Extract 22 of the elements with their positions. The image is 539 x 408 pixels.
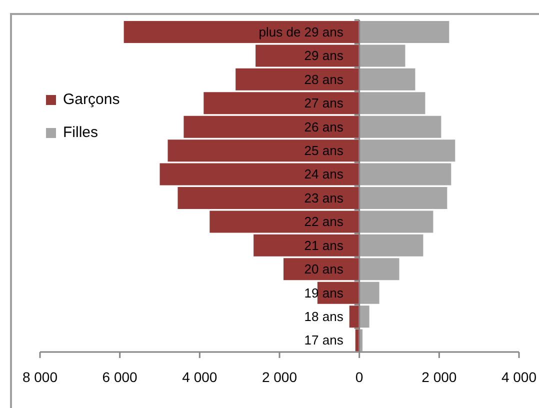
x-tick-label: 2 000 xyxy=(422,368,457,385)
x-tick-label: 4 000 xyxy=(182,368,218,385)
y-tick-label: 29 ans xyxy=(304,48,344,64)
y-tick-label: 23 ans xyxy=(304,190,344,206)
y-tick-label: 17 ans xyxy=(304,332,344,348)
y-tick-label: 27 ans xyxy=(304,96,344,111)
x-tick-label: 0 xyxy=(355,368,364,385)
y-tick-label: plus de 29 ans xyxy=(258,24,344,40)
y-tick-label: 20 ans xyxy=(304,262,344,277)
y-tick-label: 26 ans xyxy=(304,119,344,134)
y-tick-label: 18 ans xyxy=(304,308,344,324)
y-tick-label: 28 ans xyxy=(304,72,344,87)
legend-label: Garçons xyxy=(63,91,120,108)
y-tick-label: 25 ans xyxy=(304,142,344,158)
x-tick-label: 2 000 xyxy=(262,368,298,385)
y-tick-label: 22 ans xyxy=(304,214,344,230)
x-tick-label: 6 000 xyxy=(102,368,138,385)
x-tick-label: 4 000 xyxy=(501,368,537,385)
y-tick-label: 21 ans xyxy=(304,238,344,253)
legend-label: Filles xyxy=(63,124,98,141)
x-tick-label: 8 000 xyxy=(22,368,58,385)
y-tick-label: 24 ans xyxy=(304,166,344,182)
